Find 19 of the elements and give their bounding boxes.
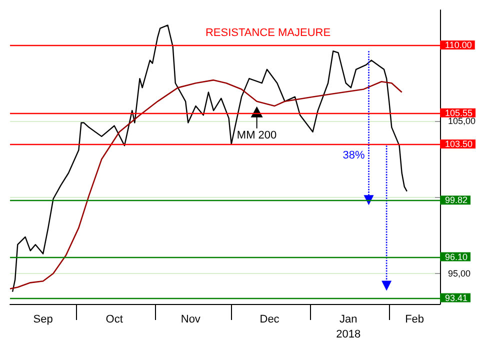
- x-tick-label: Dec: [260, 314, 280, 326]
- x-tick-label: Jan 2018: [336, 314, 361, 340]
- x-tick-label: Feb: [405, 314, 424, 326]
- y-tick-label: 95,00: [448, 268, 471, 279]
- annotation: 38%: [342, 150, 365, 162]
- line-series: [12, 24, 408, 292]
- ref-line-label: 93.41: [445, 292, 468, 303]
- ref-line-label: 99.82: [445, 195, 468, 206]
- y-tick-label: 105,00: [448, 116, 476, 126]
- ref-line-label: 110.00: [445, 40, 472, 50]
- x-tick-label: Oct: [106, 314, 123, 326]
- ref-line-label: 96.10: [445, 252, 468, 262]
- line-series: [9, 79, 402, 290]
- annotation: RESISTANCE MAJEURE: [205, 27, 331, 40]
- x-tick-label: Nov: [180, 314, 201, 326]
- ref-line-label: 103.50: [445, 139, 473, 150]
- ref-line-label: 105.55: [445, 108, 473, 118]
- annotation: MM 200: [236, 129, 277, 142]
- x-tick-label: Sep: [33, 314, 53, 326]
